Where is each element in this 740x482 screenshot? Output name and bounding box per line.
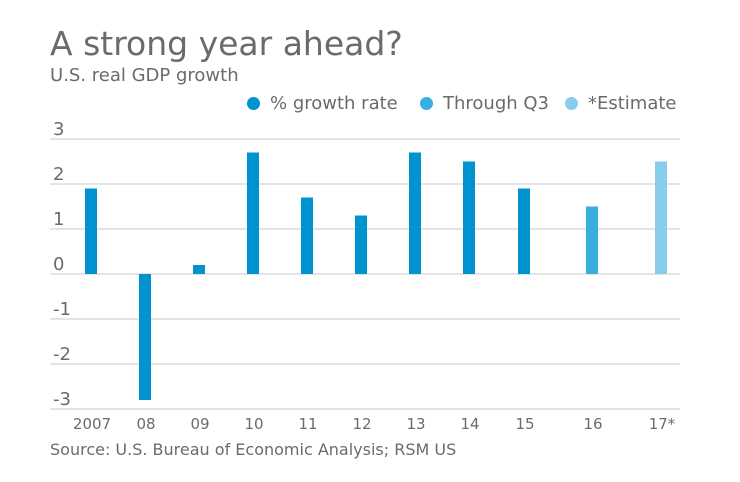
legend-label: % growth rate xyxy=(270,93,398,114)
y-tick-label: 2 xyxy=(53,164,64,185)
bar-11 xyxy=(301,197,313,274)
x-tick-label: 16 xyxy=(583,415,602,433)
source-note: Source: U.S. Bureau of Economic Analysis… xyxy=(50,440,457,459)
bar-17* xyxy=(655,161,667,274)
y-tick-label: 0 xyxy=(53,254,64,275)
x-tick-label: 10 xyxy=(244,415,263,433)
y-tick-label: 1 xyxy=(53,209,64,230)
legend-item-growth-rate: % growth rate xyxy=(247,93,398,114)
y-tick-label: -1 xyxy=(53,299,71,320)
x-tick-label: 17* xyxy=(649,415,676,433)
bar-09 xyxy=(193,265,205,274)
y-tick-label: -2 xyxy=(53,344,71,365)
y-tick-label: -3 xyxy=(53,389,71,410)
x-tick-label: 12 xyxy=(352,415,371,433)
x-tick-label: 15 xyxy=(515,415,534,433)
legend-item-through-q3: Through Q3 xyxy=(420,93,549,114)
bar-16 xyxy=(586,206,598,274)
x-tick-label: 13 xyxy=(406,415,425,433)
chart-subtitle: U.S. real GDP growth xyxy=(50,65,239,86)
bar-13 xyxy=(409,152,421,274)
legend-label: *Estimate xyxy=(588,93,677,114)
y-tick-label: 3 xyxy=(53,119,64,140)
legend-label: Through Q3 xyxy=(443,93,550,114)
bar-14 xyxy=(463,161,475,274)
x-tick-label: 08 xyxy=(136,415,155,433)
bar-12 xyxy=(355,215,367,274)
x-tick-label: 14 xyxy=(460,415,479,433)
chart-title: A strong year ahead? xyxy=(50,24,403,63)
bar-15 xyxy=(518,188,530,274)
legend-item-estimate: *Estimate xyxy=(565,93,677,114)
legend-swatch xyxy=(565,97,578,110)
bar-10 xyxy=(247,152,259,274)
legend-swatch xyxy=(247,97,260,110)
legend-swatch xyxy=(420,97,433,110)
x-tick-label: 11 xyxy=(298,415,317,433)
bar-08 xyxy=(139,274,151,400)
x-tick-label: 2007 xyxy=(73,415,111,433)
bar-2007 xyxy=(85,188,97,274)
x-tick-label: 09 xyxy=(190,415,209,433)
